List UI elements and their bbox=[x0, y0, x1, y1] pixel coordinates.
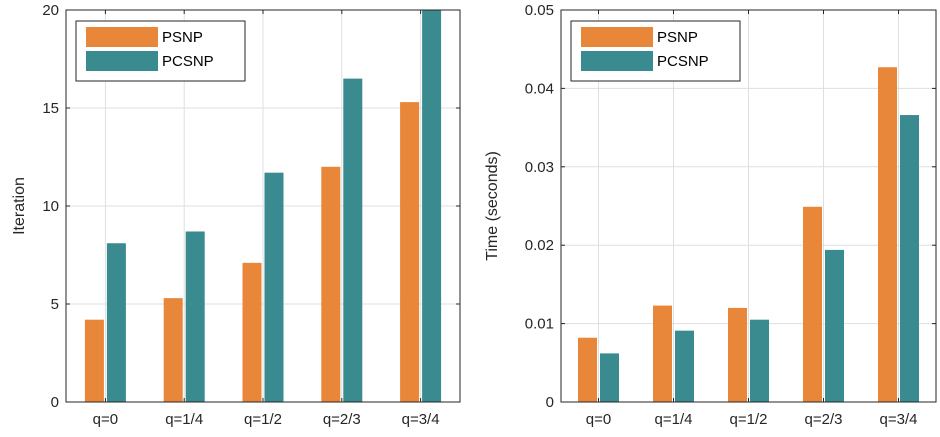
legend-swatch-psnp bbox=[581, 27, 653, 47]
bar-pcsnp-4 bbox=[422, 10, 442, 402]
bar-psnp-1 bbox=[163, 298, 183, 402]
y-tick-label: 0.04 bbox=[525, 80, 554, 97]
bar-psnp-4 bbox=[878, 67, 897, 403]
bar-pcsnp-0 bbox=[600, 353, 619, 402]
y-axis-label: Iteration bbox=[11, 177, 28, 235]
y-tick-label: 0.05 bbox=[525, 2, 554, 19]
bar-pcsnp-3 bbox=[343, 78, 363, 402]
x-tick-label: q=0 bbox=[586, 411, 611, 428]
legend-label-pcsnp: PCSNP bbox=[162, 53, 214, 70]
legend-swatch-pcsnp bbox=[86, 51, 158, 71]
x-tick-label: q=1/2 bbox=[244, 411, 282, 428]
x-tick-label: q=0 bbox=[93, 411, 118, 428]
bar-pcsnp-3 bbox=[825, 249, 844, 402]
x-tick-label: q=3/4 bbox=[402, 411, 440, 428]
bar-psnp-1 bbox=[653, 305, 672, 402]
bar-psnp-2 bbox=[728, 307, 747, 402]
y-tick-label: 0.03 bbox=[525, 159, 554, 176]
bar-pcsnp-4 bbox=[900, 115, 919, 402]
x-tick-label: q=1/2 bbox=[730, 411, 768, 428]
x-tick-label: q=2/3 bbox=[805, 411, 843, 428]
bar-psnp-2 bbox=[242, 262, 262, 402]
y-tick-label: 20 bbox=[42, 2, 59, 19]
legend-swatch-psnp bbox=[86, 27, 158, 47]
x-tick-label: q=1/4 bbox=[655, 411, 693, 428]
y-tick-label: 5 bbox=[51, 296, 59, 313]
legend-label-psnp: PSNP bbox=[657, 29, 698, 46]
bar-pcsnp-2 bbox=[264, 172, 284, 402]
bar-psnp-3 bbox=[321, 166, 341, 402]
bar-pcsnp-1 bbox=[675, 330, 694, 402]
bar-psnp-3 bbox=[803, 206, 822, 402]
y-tick-label: 0 bbox=[546, 394, 554, 411]
y-tick-label: 15 bbox=[42, 100, 59, 117]
bar-psnp-4 bbox=[400, 102, 420, 403]
y-tick-label: 0.01 bbox=[525, 316, 554, 333]
y-tick-label: 0.02 bbox=[525, 237, 554, 254]
legend-label-psnp: PSNP bbox=[162, 29, 203, 46]
bar-psnp-0 bbox=[578, 337, 597, 402]
time-chart: 0 0.01 0.02 0.03 0.04 0.05 q=0 q=1/4 q=1/2 q=2/3 q… bbox=[484, 2, 937, 428]
y-tick-label: 10 bbox=[42, 198, 59, 215]
bar-pcsnp-1 bbox=[185, 231, 205, 402]
legend-swatch-pcsnp bbox=[581, 51, 653, 71]
y-axis-label: Time (seconds) bbox=[484, 151, 501, 261]
legend-label-pcsnp: PCSNP bbox=[657, 53, 709, 70]
x-tick-label: q=3/4 bbox=[880, 411, 918, 428]
bar-pcsnp-2 bbox=[750, 319, 769, 402]
bar-psnp-0 bbox=[84, 319, 104, 402]
iteration-chart: 0 5 10 15 20 q=0 q=1/4 q=1/2 q=2/3 q=3/4 Iteration… bbox=[11, 2, 461, 428]
y-tick-label: 0 bbox=[51, 394, 59, 411]
bar-pcsnp-0 bbox=[106, 243, 126, 402]
x-tick-label: q=1/4 bbox=[165, 411, 203, 428]
x-tick-label: q=2/3 bbox=[323, 411, 361, 428]
